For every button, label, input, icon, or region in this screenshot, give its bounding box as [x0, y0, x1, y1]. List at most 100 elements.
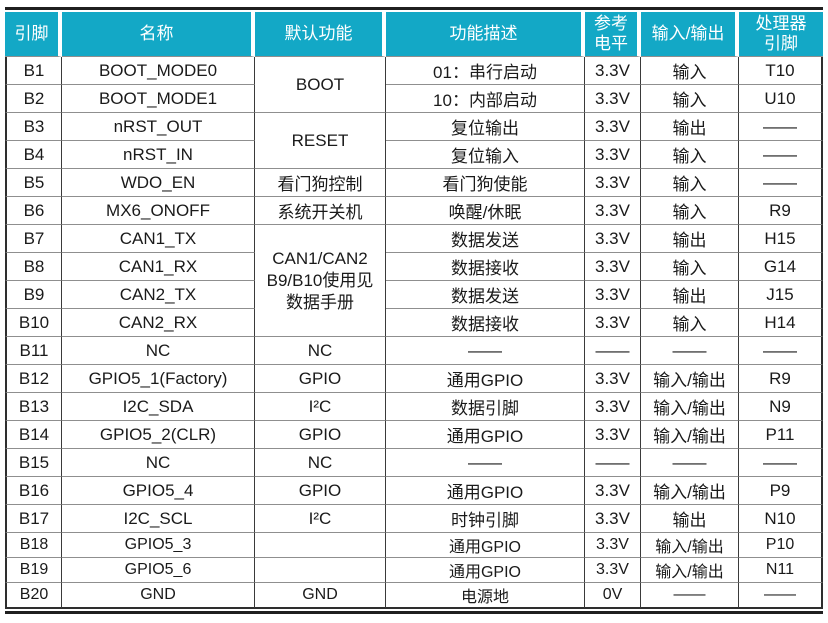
cell-io: 输入 [641, 253, 739, 281]
cell-pin: B10 [5, 309, 62, 337]
cell-description: 通用GPIO [386, 477, 585, 505]
cell-name: NC [62, 337, 255, 365]
table-row: B2 BOOT_MODE1 10：内部启动 3.3V 输入 U10 [5, 85, 823, 113]
cell-default-function: NC [255, 449, 386, 477]
cell-processor-pin: P10 [739, 533, 823, 558]
cell-ref-level: 0V [585, 583, 641, 609]
cell-io: 输入/输出 [641, 365, 739, 393]
cell-processor-pin: —— [739, 141, 823, 169]
cell-ref-level: 3.3V [585, 393, 641, 421]
cell-name: GPIO5_6 [62, 558, 255, 583]
header-cell-description: 功能描述 [386, 12, 585, 57]
cell-ref-level: 3.3V [585, 253, 641, 281]
cell-ref-level: 3.3V [585, 309, 641, 337]
cell-description: 通用GPIO [386, 533, 585, 558]
cell-ref-level: —— [585, 337, 641, 365]
cell-default-function: I²C [255, 505, 386, 533]
cell-ref-level: 3.3V [585, 558, 641, 583]
cell-processor-pin: P11 [739, 421, 823, 449]
cell-pin: B3 [5, 113, 62, 141]
table-row: B7 CAN1_TX CAN1/CAN2 B9/B10使用见 数据手册 数据发送… [5, 225, 823, 337]
cell-ref-level: 3.3V [585, 505, 641, 533]
cell-processor-pin: N9 [739, 393, 823, 421]
cell-pin: B2 [5, 85, 62, 113]
cell-name: I2C_SCL [62, 505, 255, 533]
cell-ref-level: 3.3V [585, 57, 641, 85]
cell-processor-pin: J15 [739, 281, 823, 309]
cell-name: I2C_SDA [62, 393, 255, 421]
cell-processor-pin: T10 [739, 57, 823, 85]
cell-io: —— [641, 337, 739, 365]
cell-processor-pin: G14 [739, 253, 823, 281]
cell-ref-level: 3.3V [585, 169, 641, 197]
cell-default-function: I²C [255, 393, 386, 421]
cell-name: NC [62, 449, 255, 477]
cell-io: —— [641, 583, 739, 609]
cell-pin: B1 [5, 57, 62, 85]
cell-ref-level: 3.3V [585, 365, 641, 393]
cell-pin: B19 [5, 558, 62, 583]
cell-description: 通用GPIO [386, 365, 585, 393]
cell-io: 输入/输出 [641, 393, 739, 421]
table-row: B14 GPIO5_2(CLR) GPIO 通用GPIO 3.3V 输入/输出 … [5, 421, 823, 449]
cell-pin: B12 [5, 365, 62, 393]
cell-io: 输入/输出 [641, 477, 739, 505]
cell-processor-pin: —— [739, 583, 823, 609]
cell-description: 数据引脚 [386, 393, 585, 421]
header-cell-name: 名称 [62, 12, 255, 57]
cell-default-function: 系统开关机 [255, 197, 386, 225]
cell-io: —— [641, 449, 739, 477]
cell-description: 数据发送 [386, 281, 585, 309]
cell-io: 输出 [641, 281, 739, 309]
cell-name: CAN1_TX [62, 225, 255, 253]
cell-description: 通用GPIO [386, 558, 585, 583]
cell-pin: B15 [5, 449, 62, 477]
table-body: B1 BOOT_MODE0 BOOT 01：串行启动 3.3V 输入 T10 B… [5, 57, 823, 609]
header-ref-level-line1: 参考 [594, 14, 628, 33]
cell-pin: B7 [5, 225, 62, 253]
cell-default-function: NC [255, 337, 386, 365]
cell-processor-pin: —— [739, 449, 823, 477]
cell-ref-level: 3.3V [585, 477, 641, 505]
cell-io: 输出 [641, 225, 739, 253]
table-top-border [5, 7, 823, 10]
cell-name: GPIO5_1(Factory) [62, 365, 255, 393]
cell-pin: B17 [5, 505, 62, 533]
cell-io: 输入 [641, 85, 739, 113]
cell-default-function: GND [255, 583, 386, 609]
cell-name: GPIO5_2(CLR) [62, 421, 255, 449]
table-row: B18 GPIO5_3 通用GPIO 3.3V 输入/输出 P10 [5, 533, 823, 558]
header-cell-io: 输入/输出 [641, 12, 739, 57]
cell-description: 数据接收 [386, 253, 585, 281]
cell-pin: B4 [5, 141, 62, 169]
table-row: B12 GPIO5_1(Factory) GPIO 通用GPIO 3.3V 输入… [5, 365, 823, 393]
cell-pin: B9 [5, 281, 62, 309]
cell-pin: B6 [5, 197, 62, 225]
cell-pin: B16 [5, 477, 62, 505]
cell-io: 输入/输出 [641, 421, 739, 449]
cell-processor-pin: H14 [739, 309, 823, 337]
table-bottom-border [5, 611, 823, 614]
cell-description: 时钟引脚 [386, 505, 585, 533]
cell-description: 通用GPIO [386, 421, 585, 449]
cell-default-function: RESET [255, 113, 386, 169]
cell-pin: B18 [5, 533, 62, 558]
header-processor-pin-line2: 引脚 [764, 34, 798, 53]
cell-processor-pin: —— [739, 169, 823, 197]
table-row: B15 NC NC —— —— —— —— [5, 449, 823, 477]
header-ref-level-line2: 电平 [594, 34, 628, 53]
cell-ref-level: 3.3V [585, 225, 641, 253]
cell-pin: B11 [5, 337, 62, 365]
cell-name: MX6_ONOFF [62, 197, 255, 225]
header-cell-pin: 引脚 [5, 12, 62, 57]
cell-io: 输出 [641, 505, 739, 533]
header-cell-processor-pin: 处理器 引脚 [739, 12, 823, 57]
cell-ref-level: 3.3V [585, 197, 641, 225]
header-cell-default-function: 默认功能 [255, 12, 386, 57]
cell-default-function: CAN1/CAN2 B9/B10使用见 数据手册 [255, 225, 386, 337]
cell-description: —— [386, 337, 585, 365]
cell-name: GPIO5_3 [62, 533, 255, 558]
cell-io: 输入 [641, 141, 739, 169]
cell-description: 唤醒/休眠 [386, 197, 585, 225]
table-row: B13 I2C_SDA I²C 数据引脚 3.3V 输入/输出 N9 [5, 393, 823, 421]
